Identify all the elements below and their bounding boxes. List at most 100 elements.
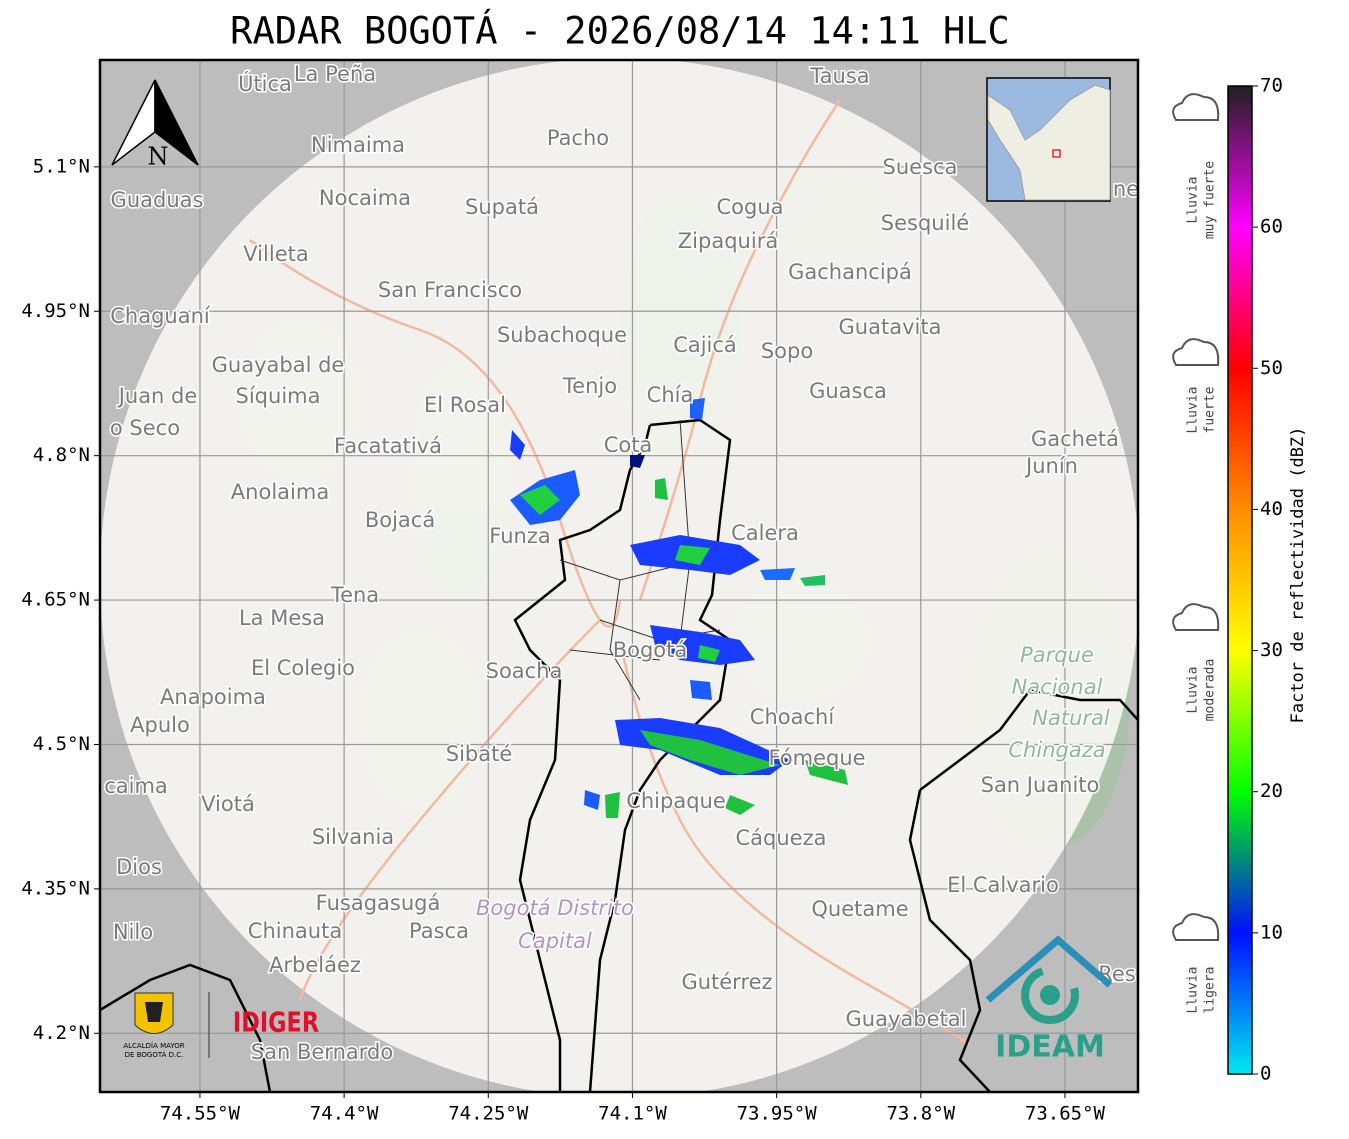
place-label: Parque [1020,643,1094,667]
logo-ideam: IDEAM [985,935,1113,1065]
place-label: Anapoima [160,685,266,709]
rain-label: muy fuerte [1203,161,1218,239]
place-label: Natural [1032,706,1110,730]
north-label: N [148,143,169,171]
place-label: Guayabal de [212,353,345,377]
place-label: San Bernardo [251,1040,393,1064]
place-label: Chipaque [626,789,726,813]
place-label: La Mesa [239,606,325,630]
place-label: Síquima [236,384,321,408]
place-label: Dios [116,855,162,879]
place-label: El Rosal [424,393,506,417]
place-label: Fómeque [768,746,865,770]
x-tick-label: 73.8°W [886,1103,955,1125]
title: RADAR BOGOTÁ - 2026/08/14 14:11 HLC [230,9,1010,53]
logo-ideam-text: IDEAM [995,1030,1105,1065]
place-label: Gachancipá [788,260,912,284]
cloud-icon [1172,913,1220,941]
place-label: Silvania [312,825,394,849]
y-tick-label: 4.5°N [33,733,90,755]
rain-label: Lluvia [1186,177,1201,224]
map: Útica La Peña Tausa Pacho Nimaima Suesca Guadu… [100,60,1139,1092]
logo-idiger: IDIGER [233,1005,320,1038]
rain-label: moderada [1203,659,1218,722]
place-label: Sesquilé [881,211,969,235]
place-label: Guaduas [111,188,204,212]
colorbar-tick-label: 0 [1260,1063,1271,1085]
colorbar-tick-label: 50 [1260,357,1283,379]
place-label: Gutérrez [681,970,772,994]
place-label: Capital [518,929,592,953]
colorbar: Factor de reflectividad (dBZ) 0 10 20 30 40 5… [1227,75,1308,1085]
colorbar-tick-label: 40 [1260,498,1283,520]
place-label: Tena [330,583,379,607]
place-label: Calera [731,521,799,545]
logo-text: DE BOGOTÁ D.C. [125,1050,184,1059]
colorbar-tick-label: 70 [1260,75,1283,97]
x-tick-label: 73.95°W [737,1103,818,1125]
north-arrow: N [111,79,199,171]
place-label: Nimaima [311,133,405,157]
radar-range [100,60,1138,1092]
boundaries [100,418,1138,1092]
place-label: caima [104,774,168,798]
place-label: Soacha [486,659,563,683]
place-label: Sopo [761,339,813,363]
rain-category: Lluvia fuerte [1172,338,1220,434]
place-label: Sibaté [446,742,513,766]
place-label: o Seco [110,416,180,440]
place-label: Guayabetal [846,1007,967,1031]
place-label: Junín [1024,454,1078,478]
place-label: Cota [604,433,653,457]
inset-map [986,77,1111,202]
rain-category: Lluvia moderada [1172,603,1220,722]
place-label: Nacional [1012,675,1103,699]
colorbar-tick-label: 20 [1260,780,1283,802]
rain-label: fuerte [1203,386,1218,433]
y-tick-label: 4.2°N [33,1022,90,1044]
place-label: Bojacá [365,508,435,532]
rain-label: ligera [1203,967,1218,1014]
place-labels: Útica La Peña Tausa Pacho Nimaima Suesca Guadu… [103,61,1139,1066]
place-label: Zipaquirá [678,229,778,253]
place-label: Funza [489,524,550,548]
place-label: Tenjo [562,374,617,398]
cloud-icon [1172,603,1220,631]
place-label: San Francisco [378,278,522,302]
x-tick-label: 74.1°W [598,1103,667,1125]
colorbar-tick-label: 30 [1260,639,1283,661]
place-label: Chinauta [248,919,342,943]
place-label: Supatá [465,195,539,219]
place-label: Facatativá [334,434,442,458]
place-label: Chía [647,383,694,407]
place-label: Apulo [130,713,190,737]
grid [100,60,1138,1092]
rain-category: Lluvia ligera [1172,913,1220,1014]
place-label: Choachí [750,705,836,729]
place-label: Suesca [883,155,958,179]
rain-category: Lluvia muy fuerte [1172,93,1220,239]
place-label: Guatavita [839,315,942,339]
place-label: Cajicá [673,333,737,357]
radar-echoes [510,398,848,818]
place-label: Juan de [117,384,198,408]
place-label: Pacho [547,126,609,150]
place-label: Viotá [201,792,255,816]
place-label: Cáqueza [736,826,827,850]
place-label: Bogotá [613,638,688,662]
rain-label: Lluvia [1186,387,1201,434]
y-tick-label: 4.95°N [21,300,90,322]
logo-text: ALCALDÍA MAYOR [123,1041,184,1050]
place-label: Anolaima [231,480,329,504]
place-label: Cogua [716,195,783,219]
colorbar-tick-label: 10 [1260,921,1283,943]
rain-label: Lluvia [1186,667,1201,714]
colorbar-scale [1227,85,1253,1075]
y-tick-label: 5.1°N [33,155,90,177]
place-label: ne [1113,177,1139,201]
place-label: San Juanito [981,773,1100,797]
place-label: Arbeláez [269,953,361,977]
place-label: Nocaima [319,186,411,210]
